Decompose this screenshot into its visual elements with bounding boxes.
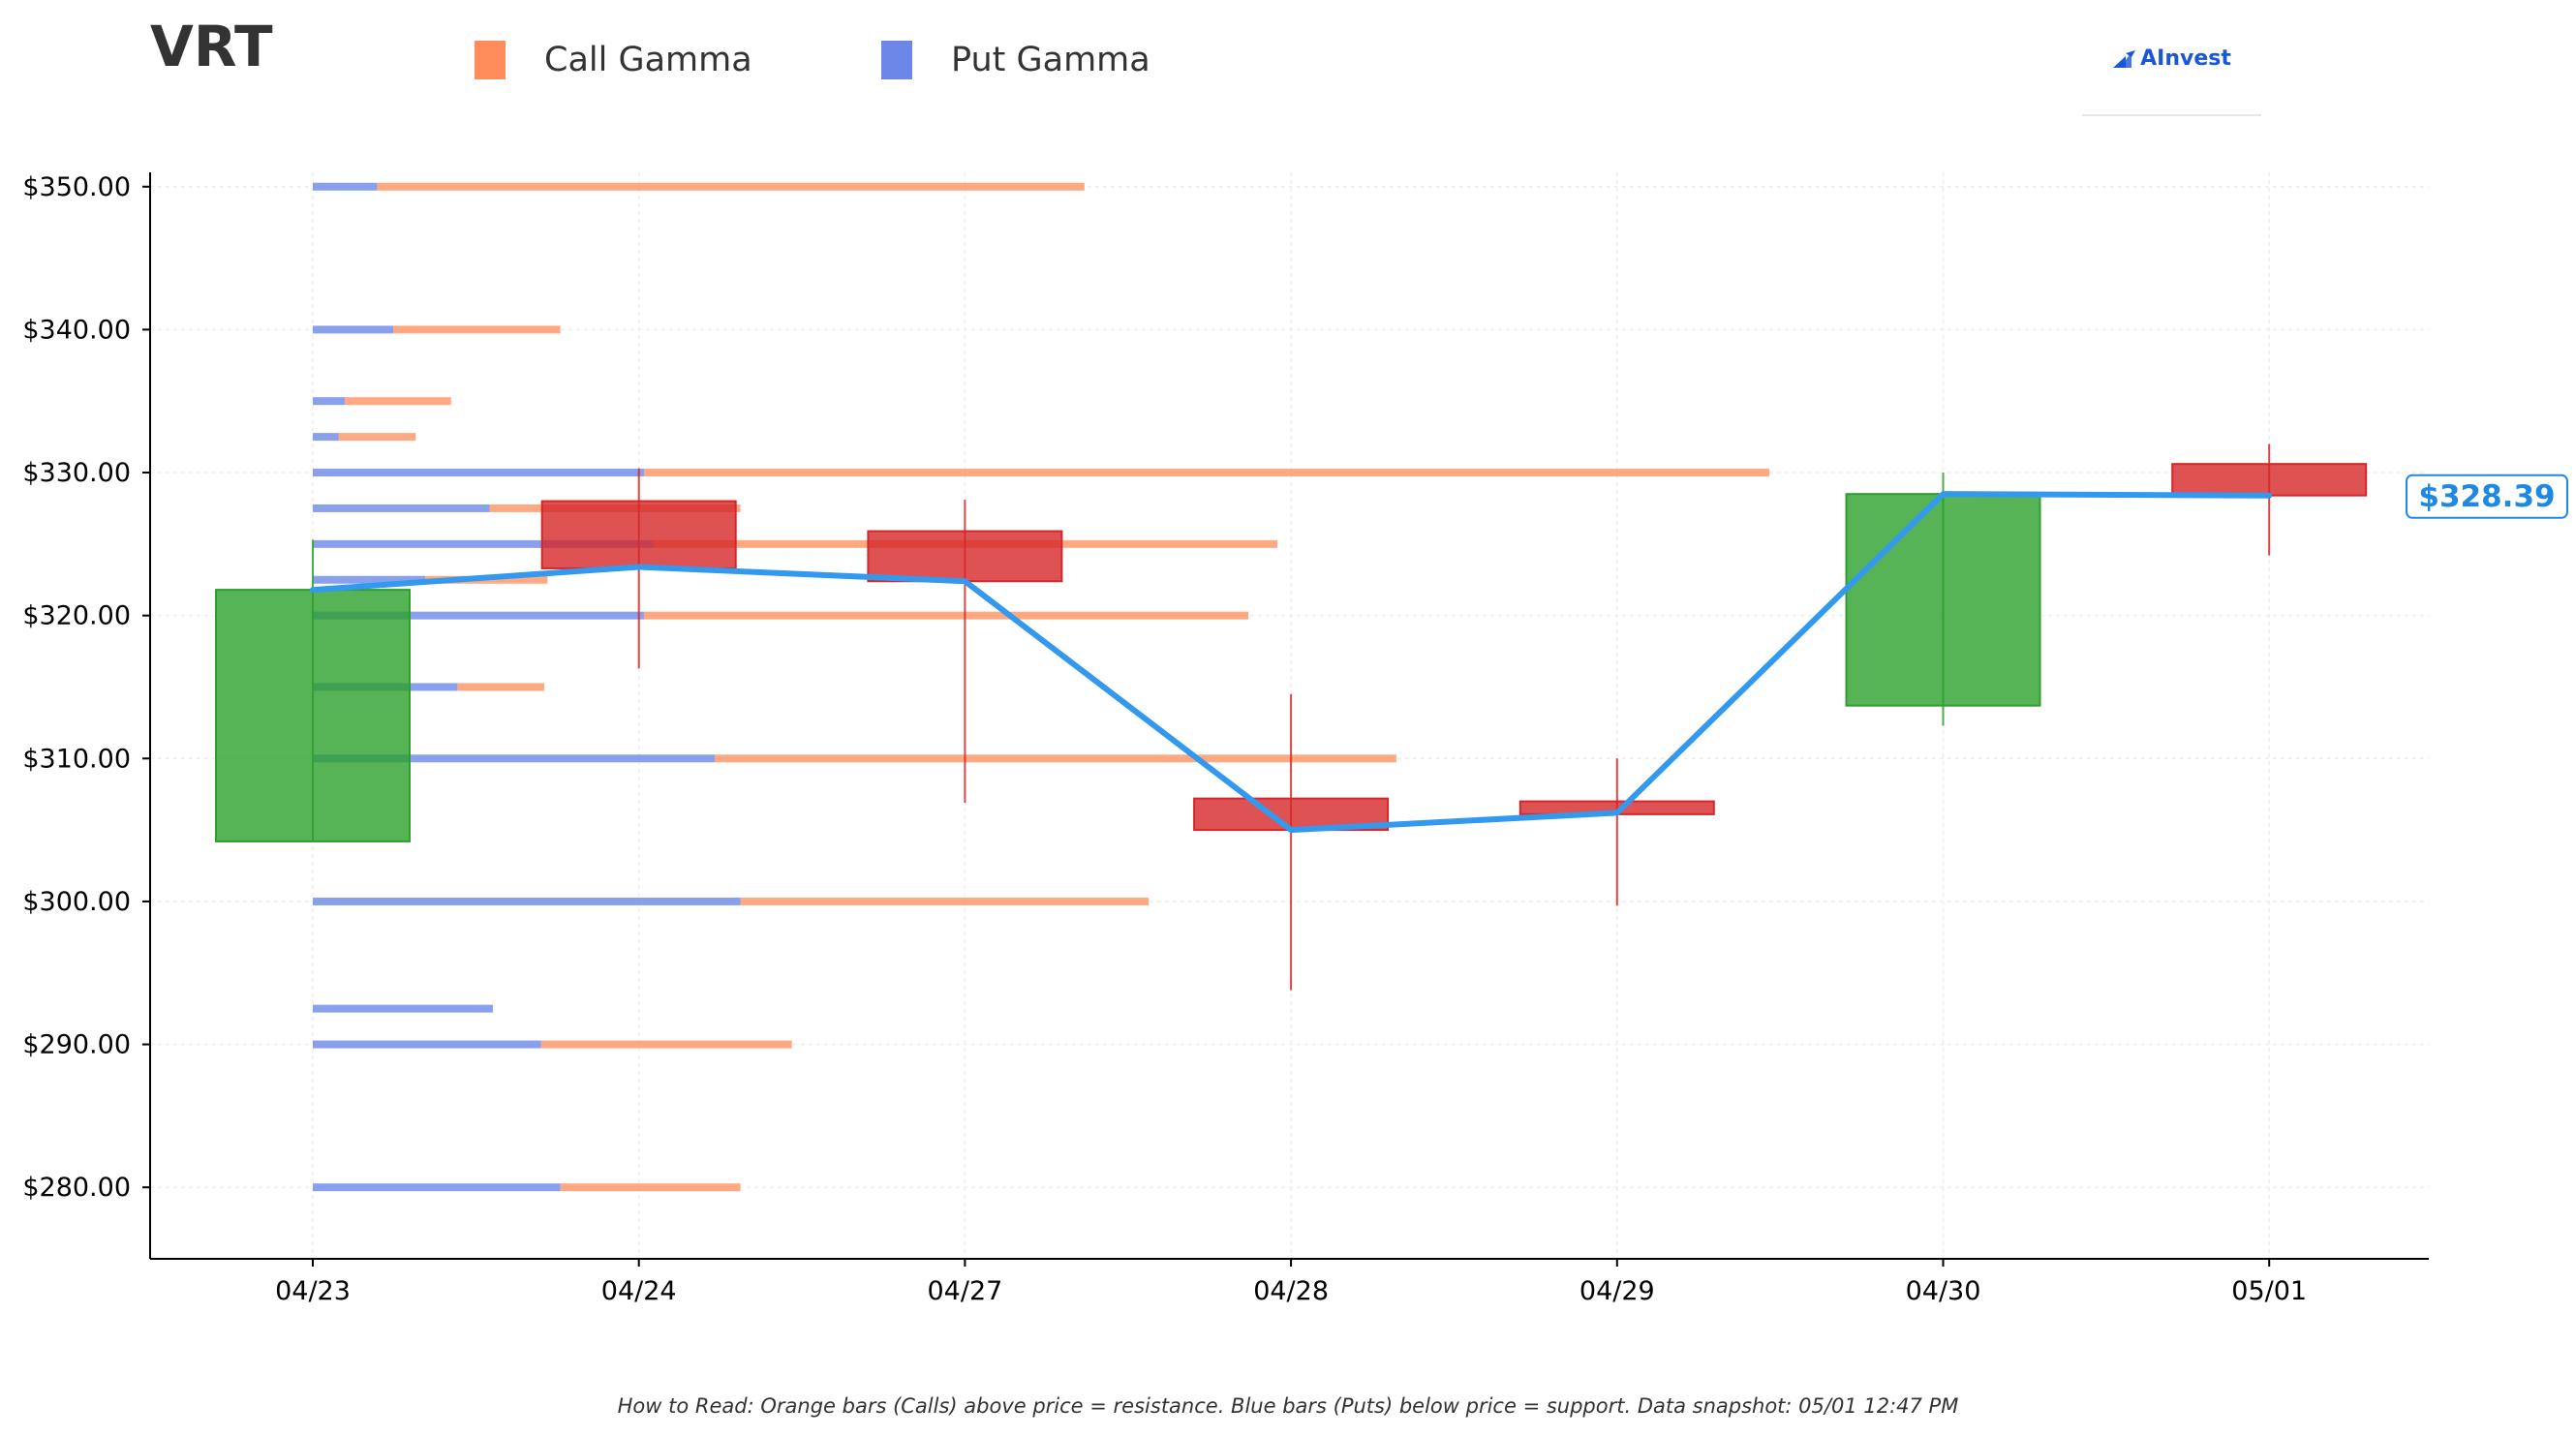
ticker-title: VRT	[150, 14, 273, 79]
call-gamma-bar	[560, 1183, 741, 1192]
how-to-read-footnote: How to Read: Orange bars (Calls) above p…	[617, 1394, 1959, 1418]
x-tick-label: 04/28	[1253, 1276, 1329, 1306]
ainvest-logo-icon	[2113, 49, 2136, 68]
current-price-box	[2406, 474, 2568, 519]
price-line	[310, 491, 2273, 834]
axes: $280.00 $290.00 $300.00 $310.00 $320.00 $330.…	[22, 172, 2429, 1306]
y-tick-label: $320.00	[22, 601, 131, 631]
put-gamma-bar	[313, 1183, 561, 1192]
put-gamma-bar	[313, 469, 644, 477]
price-label-layer: $328.39	[2406, 474, 2568, 519]
put-gamma-bar	[313, 611, 644, 620]
candle-body	[867, 530, 1063, 583]
call-gamma-bar	[393, 325, 561, 334]
y-tick-label: $290.00	[22, 1030, 131, 1060]
call-gamma-bar	[643, 611, 1249, 620]
call-gamma-bar	[457, 683, 545, 691]
call-gamma-bar	[540, 1040, 792, 1049]
put-gamma-bar	[313, 1040, 541, 1049]
put-gamma-bar	[313, 897, 741, 905]
legend-put-gamma: Put Gamma	[881, 33, 1150, 87]
price-line-layer	[310, 491, 2273, 834]
legend-call-gamma: Call Gamma	[475, 33, 752, 87]
candle-body	[2171, 463, 2368, 497]
candle-body	[1845, 493, 2041, 707]
call-gamma-bar	[338, 433, 416, 442]
y-tick-label: $300.00	[22, 887, 131, 917]
x-tick-label: 04/24	[601, 1276, 677, 1306]
put-gamma-bar	[313, 397, 346, 406]
call-gamma-bar	[643, 469, 1769, 477]
put-gamma-bar	[313, 575, 426, 584]
x-tick-label: 04/23	[275, 1276, 351, 1306]
put-gamma-bar	[313, 325, 393, 334]
call-gamma-bar	[715, 754, 1396, 763]
x-tick-label: 04/27	[927, 1276, 1002, 1306]
legend-call-gamma-label: Call Gamma	[544, 41, 752, 79]
put-gamma-bar	[313, 1004, 493, 1013]
call-gamma-swatch	[475, 41, 506, 79]
legend-put-gamma-label: Put Gamma	[951, 41, 1150, 79]
y-tick-label: $340.00	[22, 315, 131, 345]
y-tick-label: $280.00	[22, 1173, 131, 1203]
y-tick-label: $350.00	[22, 172, 131, 202]
candle-body	[1193, 797, 1390, 832]
ainvest-logo: AInvest	[2082, 46, 2261, 116]
y-tick-label: $310.00	[22, 744, 131, 774]
ainvest-logo-text: AInvest	[2140, 46, 2231, 71]
x-tick-label: 04/29	[1579, 1276, 1655, 1306]
candle-body	[540, 500, 737, 569]
current-price-label: $328.39	[2418, 479, 2555, 514]
put-gamma-bar	[313, 433, 339, 442]
put-gamma-bar	[313, 504, 490, 512]
put-gamma-swatch	[881, 41, 912, 79]
x-tick-label: 05/01	[2231, 1276, 2307, 1306]
call-gamma-bar	[377, 182, 1085, 191]
candle-body	[215, 589, 411, 842]
put-gamma-bar	[313, 754, 715, 763]
put-gamma-bar	[313, 539, 654, 548]
call-gamma-bar	[345, 397, 451, 406]
call-gamma-bar	[740, 897, 1150, 905]
y-tick-label: $330.00	[22, 458, 131, 488]
put-gamma-bar	[313, 182, 378, 191]
x-tick-label: 04/30	[1906, 1276, 1981, 1306]
gamma-bars	[313, 182, 1769, 1192]
candlesticks	[215, 443, 2368, 991]
grid-lines	[150, 172, 2429, 1259]
